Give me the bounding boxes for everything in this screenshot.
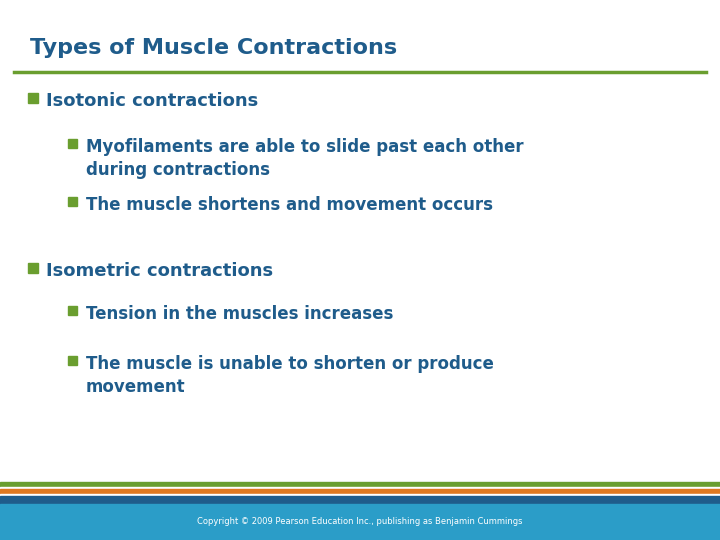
Text: The muscle shortens and movement occurs: The muscle shortens and movement occurs bbox=[86, 196, 493, 214]
Bar bbox=[68, 306, 77, 315]
Bar bbox=[0, 482, 720, 487]
Bar bbox=[0, 489, 720, 494]
Text: Isometric contractions: Isometric contractions bbox=[46, 262, 273, 280]
Bar bbox=[0, 487, 720, 489]
Text: Copyright © 2009 Pearson Education Inc., publishing as Benjamin Cummings: Copyright © 2009 Pearson Education Inc.,… bbox=[197, 517, 523, 526]
Text: Isotonic contractions: Isotonic contractions bbox=[46, 92, 258, 110]
Text: Myofilaments are able to slide past each other
during contractions: Myofilaments are able to slide past each… bbox=[86, 138, 523, 179]
Bar bbox=[68, 139, 77, 148]
Bar bbox=[68, 356, 77, 365]
Bar bbox=[0, 496, 720, 504]
Text: The muscle is unable to shorten or produce
movement: The muscle is unable to shorten or produ… bbox=[86, 355, 494, 396]
Text: Tension in the muscles increases: Tension in the muscles increases bbox=[86, 305, 393, 323]
Bar bbox=[0, 504, 720, 540]
Bar bbox=[28, 263, 38, 273]
Bar bbox=[68, 197, 77, 206]
Text: Types of Muscle Contractions: Types of Muscle Contractions bbox=[30, 38, 397, 58]
Bar bbox=[0, 494, 720, 496]
Bar bbox=[28, 93, 38, 103]
